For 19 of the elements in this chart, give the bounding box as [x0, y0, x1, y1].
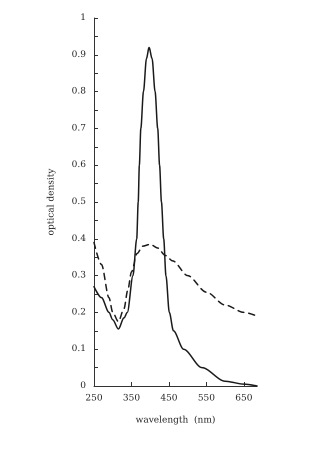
y-tick-label: 0.1 [72, 344, 86, 354]
x-tick-label: 550 [198, 394, 216, 404]
y-tick-label: 0.7 [72, 123, 86, 134]
y-tick-label: 0.2 [72, 307, 86, 318]
x-tick-label: 650 [235, 394, 253, 404]
y-tick-label: 0.8 [72, 86, 86, 97]
y-tick-label: 0 [80, 381, 86, 391]
y-tick-label: 0.5 [72, 197, 86, 207]
x-tick-label: 350 [122, 394, 140, 404]
y-tick-label: 0.4 [72, 234, 86, 244]
x-tick-label: 250 [85, 394, 103, 404]
y-tick-label: 0.3 [72, 270, 86, 281]
y-axis-title: optical density [46, 168, 56, 236]
x-axis-title: wavelength (nm) [136, 416, 216, 426]
y-tick-label: 1 [80, 13, 86, 23]
line-series [93, 46, 258, 387]
y-tick-label: 0.9 [72, 50, 86, 60]
x-tick-label: 450 [160, 394, 178, 404]
y-tick-label: 0.6 [72, 160, 86, 170]
